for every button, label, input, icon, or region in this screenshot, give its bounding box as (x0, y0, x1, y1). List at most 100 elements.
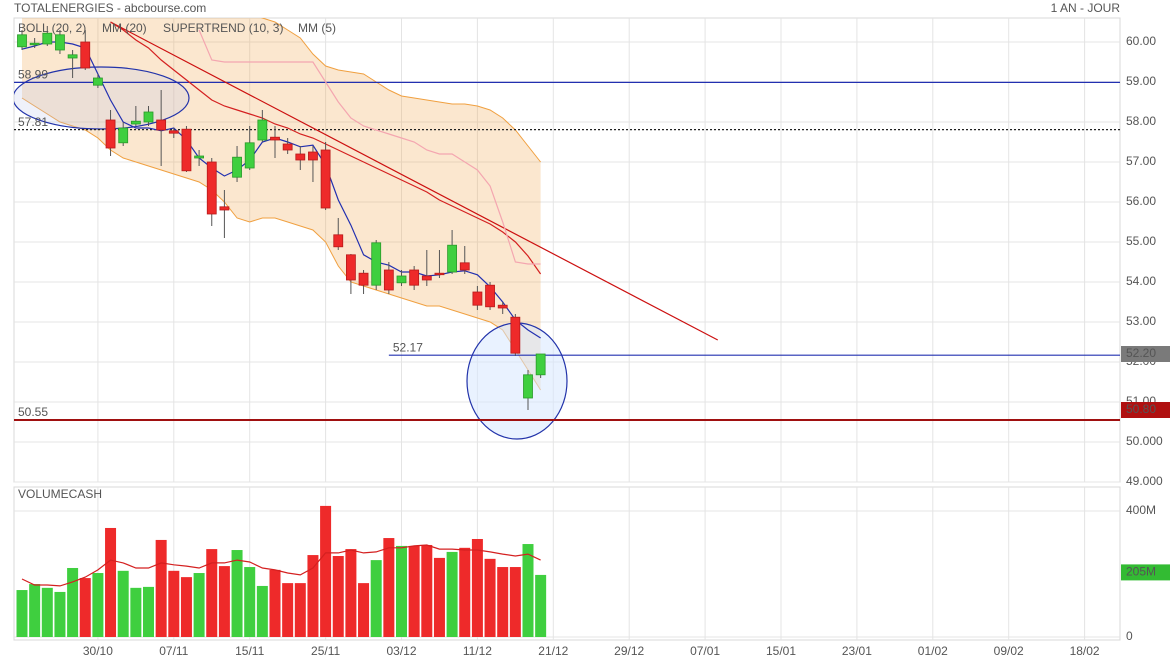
x-tick-label: 07/01 (690, 644, 720, 658)
candle-body (383, 269, 394, 291)
candle-body (244, 142, 255, 169)
candle-body (181, 128, 192, 172)
price-tag (1121, 402, 1170, 418)
y-tick-label: 400M (1126, 503, 1156, 517)
candle-body (447, 244, 458, 273)
candle-body (510, 316, 521, 354)
volume-bar (383, 538, 395, 637)
indicator-line (198, 29, 541, 265)
price-tag-label: 50.80 (1126, 402, 1156, 416)
volume-bar (484, 558, 496, 637)
candle-body (472, 291, 483, 306)
legend-entry: MM (5) (298, 21, 336, 35)
candle-body (371, 242, 382, 286)
candle-body (434, 272, 445, 276)
volume-ma-line (21, 544, 541, 587)
volume-bar (218, 566, 230, 637)
volume-bar (180, 577, 192, 637)
level-label: 57.81 (18, 115, 48, 129)
band-layer (21, 18, 542, 391)
volume-bar (193, 573, 205, 637)
volume-bar (282, 583, 294, 637)
candle-body (168, 130, 179, 134)
candle-body (130, 120, 141, 125)
y-tick-label: 55.00 (1126, 234, 1156, 248)
y-tick-label: 53.00 (1126, 314, 1156, 328)
x-tick-label: 18/02 (1070, 644, 1100, 658)
legend-entry: BOLL (20, 2) (18, 21, 86, 35)
candle-body (67, 54, 78, 59)
volume-bar (459, 547, 471, 637)
volume-bar (256, 585, 268, 637)
candle-body (206, 161, 217, 215)
chart-title: TOTALENERGIES - abcbourse.com (14, 1, 206, 15)
x-tick-label: 11/12 (463, 644, 492, 658)
x-tick-label: 15/11 (235, 644, 264, 658)
volume-bar (92, 573, 104, 637)
y-tick-label: 56.00 (1126, 194, 1156, 208)
volume-bar (408, 545, 420, 637)
text-layer: TOTALENERGIES - abcbourse.com 1 AN - JOU… (14, 1, 1163, 658)
volume-bar (497, 567, 509, 637)
candle-body (485, 284, 495, 308)
candle-body (194, 155, 205, 159)
volume-bar (105, 527, 117, 637)
volume-bar (332, 556, 344, 637)
candle-body (497, 304, 508, 309)
candle-body (232, 156, 242, 178)
period-label: 1 AN - JOUR (1051, 1, 1121, 15)
x-tick-label: 25/11 (311, 644, 340, 658)
x-tick-label: 03/12 (386, 644, 416, 658)
volume-bar (396, 545, 407, 637)
volume-layer (16, 505, 547, 637)
y-tick-label: 57.00 (1126, 154, 1156, 168)
candle-body (282, 143, 293, 151)
volume-bar (446, 551, 458, 637)
y-tick-label: 49.000 (1126, 474, 1163, 488)
candle-body (17, 34, 27, 48)
volume-bar (206, 549, 218, 637)
bollinger-band (22, 18, 541, 390)
candle-body (459, 262, 470, 271)
candle-body (345, 254, 356, 281)
volume-bar (41, 587, 53, 637)
volume-bar (294, 583, 306, 637)
volume-bar (433, 557, 445, 637)
volume-bar (471, 538, 483, 637)
y-tick-label: 0 (1126, 629, 1133, 643)
volume-bar (421, 544, 433, 637)
x-tick-label: 29/12 (614, 644, 644, 658)
candle-body (270, 136, 280, 141)
volume-bar (67, 567, 79, 637)
volume-title: VOLUMECASH (18, 487, 102, 501)
trend-line (110, 21, 719, 341)
y-tick-label: 50.000 (1126, 434, 1163, 448)
x-tick-label: 30/10 (83, 644, 113, 658)
x-tick-label: 15/01 (766, 644, 796, 658)
candle-body (396, 275, 407, 284)
candle-body (118, 127, 129, 144)
candle-body (257, 119, 268, 141)
volume-bar (231, 550, 243, 637)
volume-bar (509, 567, 521, 637)
price-tag (1121, 346, 1170, 362)
legend-entry: SUPERTREND (10, 3) (163, 21, 283, 35)
volume-bar (79, 578, 91, 637)
y-tick-label: 60.00 (1126, 34, 1156, 48)
volume-bar (307, 555, 319, 637)
candle-body (535, 353, 546, 376)
candle-body (421, 275, 432, 281)
volume-bar (345, 549, 357, 637)
volume-bar (117, 570, 129, 637)
volume-panel-frame (13, 486, 1121, 641)
volume-bar (358, 583, 370, 637)
x-tick-label: 01/02 (918, 644, 948, 658)
volume-bar (168, 570, 180, 637)
x-tick-label: 21/12 (538, 644, 568, 658)
volume-bar (244, 567, 256, 637)
price-tag (1121, 564, 1170, 581)
x-tick-label: 09/02 (994, 644, 1024, 658)
volume-bar (130, 587, 142, 637)
candle-body (523, 374, 533, 399)
